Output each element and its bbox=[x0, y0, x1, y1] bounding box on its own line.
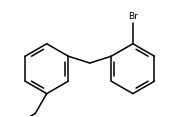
Text: Br: Br bbox=[128, 12, 138, 21]
